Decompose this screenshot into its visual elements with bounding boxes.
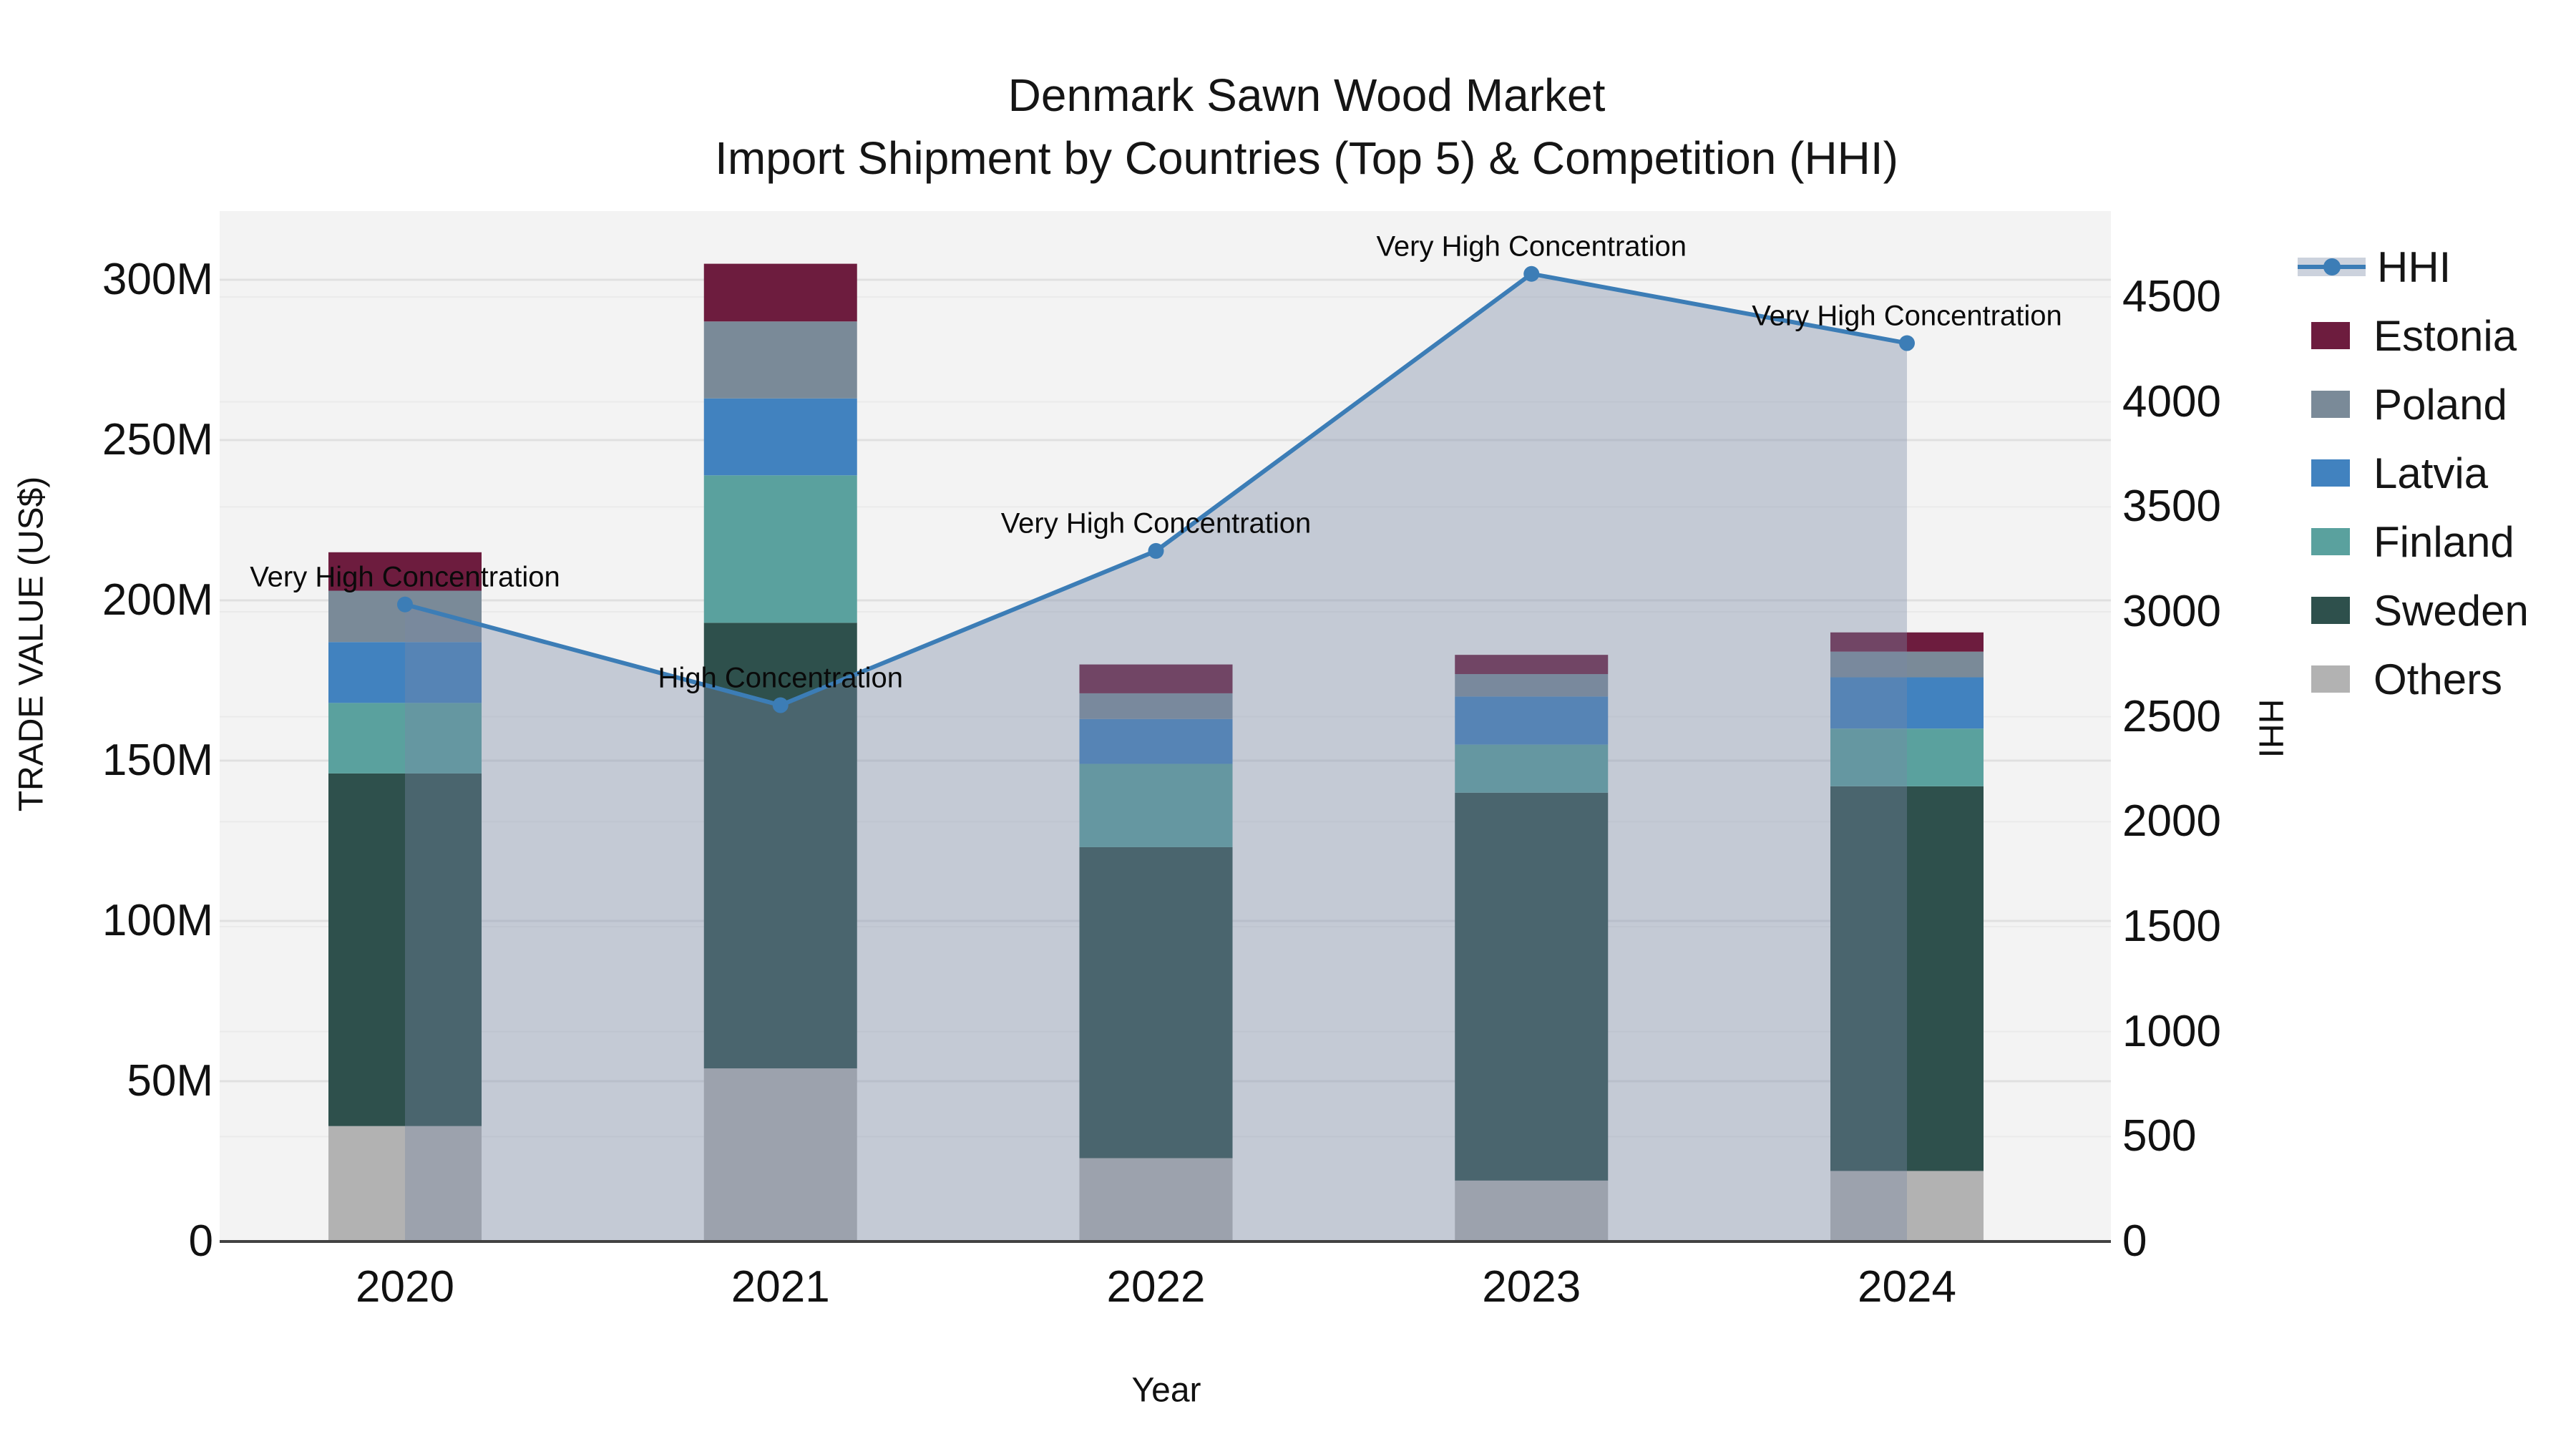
legend-label-latvia: Latvia [2373, 449, 2489, 497]
hhi-marker-2020[interactable] [397, 596, 413, 613]
right-tick-3500: 3500 [2122, 482, 2221, 532]
bar-segment-2023-others[interactable] [1455, 1180, 1609, 1241]
hhi-marker-2024[interactable] [1899, 335, 1915, 351]
right-tick-4500: 4500 [2122, 272, 2221, 321]
bar-segment-2023-sweden[interactable] [1455, 792, 1609, 1181]
right-tick-500: 500 [2122, 1111, 2197, 1161]
bar-segment-2023-poland[interactable] [1455, 674, 1609, 697]
legend-swatch-others-icon [2311, 665, 2350, 693]
hhi-marker-2021[interactable] [772, 697, 789, 713]
right-tick-0: 0 [2122, 1216, 2147, 1266]
left-tick-250M: 250M [102, 415, 213, 464]
hhi-swatch-marker [2323, 258, 2341, 275]
bar-segment-2024-latvia[interactable] [1830, 677, 1984, 729]
bar-segment-2022-finland[interactable] [1079, 763, 1233, 847]
bar-segment-2022-poland[interactable] [1079, 693, 1233, 719]
legend-swatch-estonia-icon [2311, 322, 2350, 349]
bar-segment-2020-finland[interactable] [328, 703, 482, 774]
bar-segment-2022-estonia[interactable] [1079, 664, 1233, 693]
legend-item-finland[interactable]: Finland [2298, 511, 2514, 572]
right-axis-title: HHI [2251, 698, 2290, 758]
hhi-marker-2023[interactable] [1523, 265, 1540, 282]
legend-label-finland: Finland [2373, 517, 2514, 566]
bar-segment-2024-estonia[interactable] [1830, 632, 1984, 652]
annotation-2024: Very High Concentration [1752, 300, 2062, 332]
legend-item-others[interactable]: Others [2298, 648, 2502, 710]
left-tick-100M: 100M [102, 896, 213, 945]
left-tick-50M: 50M [127, 1056, 213, 1106]
bar-segment-2021-others[interactable] [703, 1068, 857, 1241]
bar-segment-2024-sweden[interactable] [1830, 786, 1984, 1171]
right-tick-3000: 3000 [2122, 587, 2221, 636]
legend-item-hhi[interactable]: HHI [2298, 236, 2451, 298]
annotation-2022: Very High Concentration [1000, 507, 1312, 540]
bar-segment-2022-latvia[interactable] [1079, 718, 1233, 764]
legend-label-hhi: HHI [2377, 243, 2451, 291]
x-axis-title: Year [1131, 1371, 1201, 1410]
x-tick-2022: 2022 [1106, 1262, 1206, 1312]
legend-item-estonia[interactable]: Estonia [2298, 305, 2517, 366]
legend-item-latvia[interactable]: Latvia [2298, 442, 2488, 504]
legend-item-sweden[interactable]: Sweden [2298, 580, 2529, 641]
bar-segment-2021-latvia[interactable] [703, 398, 857, 476]
annotation-2021: High Concentration [658, 662, 903, 694]
bar-segment-2022-others[interactable] [1079, 1158, 1233, 1241]
bar-segment-2023-estonia[interactable] [1455, 655, 1609, 675]
right-tick-2500: 2500 [2122, 691, 2221, 741]
right-tick-2000: 2000 [2122, 796, 2221, 847]
bar-segment-2020-estonia[interactable] [328, 552, 482, 591]
x-tick-2024: 2024 [1858, 1262, 1956, 1312]
right-tick-1500: 1500 [2122, 902, 2221, 951]
chart-title-line2: Import Shipment by Countries (Top 5) & C… [715, 132, 1898, 184]
legend-swatch-poland-icon [2311, 391, 2350, 418]
x-tick-2021: 2021 [731, 1262, 830, 1312]
bar-segment-2022-sweden[interactable] [1079, 847, 1233, 1158]
x-tick-2020: 2020 [356, 1262, 454, 1312]
right-tick-1000: 1000 [2122, 1006, 2221, 1056]
right-tick-4000: 4000 [2122, 376, 2221, 426]
left-tick-300M: 300M [102, 255, 213, 304]
chart-title-line1: Denmark Sawn Wood Market [1008, 69, 1606, 121]
hhi-marker-2022[interactable] [1148, 542, 1164, 559]
legend-swatch-finland-icon [2311, 528, 2350, 555]
bar-segment-2020-others[interactable] [328, 1126, 482, 1241]
legend-item-poland[interactable]: Poland [2298, 374, 2507, 435]
x-tick-2023: 2023 [1482, 1262, 1581, 1312]
legend-swatch-sweden-icon [2311, 597, 2350, 624]
bar-segment-2023-latvia[interactable] [1455, 696, 1609, 745]
legend-swatch-latvia-icon [2311, 459, 2350, 487]
bar-segment-2021-poland[interactable] [703, 321, 857, 399]
legend-label-others: Others [2373, 655, 2503, 703]
legend-label-sweden: Sweden [2373, 586, 2529, 635]
bar-segment-2021-estonia[interactable] [703, 263, 857, 322]
legend-label-poland: Poland [2373, 380, 2507, 429]
bar-segment-2023-finland[interactable] [1455, 744, 1609, 793]
annotation-2023: Very High Concentration [1376, 230, 1687, 263]
hhi-line-swatch-icon [2298, 258, 2366, 276]
left-tick-150M: 150M [102, 736, 213, 785]
bar-segment-2021-finland[interactable] [703, 475, 857, 623]
left-tick-0: 0 [188, 1216, 213, 1266]
bar-segment-2021-sweden[interactable] [703, 623, 857, 1069]
left-tick-200M: 200M [102, 575, 213, 625]
bar-segment-2020-sweden[interactable] [328, 773, 482, 1126]
bar-segment-2020-latvia[interactable] [328, 642, 482, 703]
annotation-2020: Very High Concentration [250, 561, 560, 593]
hhi-area-fill [405, 273, 1907, 1241]
left-axis-title: TRADE VALUE (US$) [12, 476, 51, 812]
bar-segment-2024-finland[interactable] [1830, 728, 1984, 786]
bar-segment-2024-others[interactable] [1830, 1171, 1984, 1241]
bar-segment-2024-poland[interactable] [1830, 651, 1984, 678]
legend-label-estonia: Estonia [2373, 311, 2517, 360]
